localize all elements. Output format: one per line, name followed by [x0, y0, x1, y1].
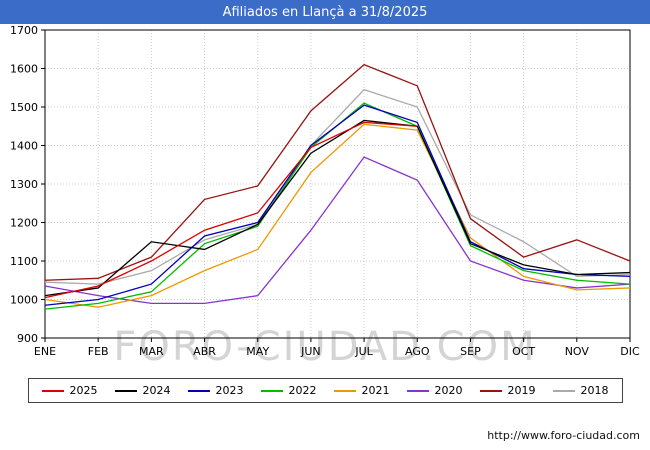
chart-legend: 2025 2024 2023 2022 2021 2020 2019 2018 — [27, 378, 623, 403]
series-line-2024 — [44, 119, 631, 297]
y-tick-label: 1300 — [10, 178, 38, 191]
axes: 900 1000 1100 1200 1300 1400 1500 1600 1700 ENE FE… — [10, 24, 640, 358]
site-url-link[interactable]: http://www.foro-ciudad.com — [487, 429, 640, 442]
series-line-2020 — [44, 156, 631, 305]
x-tick-label: NOV — [565, 345, 590, 358]
y-tick-label: 1000 — [10, 294, 38, 307]
legend-swatch-2019 — [479, 389, 502, 392]
legend-label: 2020 — [434, 384, 463, 397]
legend-swatch-2024 — [114, 389, 137, 392]
series-line-2021 — [44, 123, 631, 308]
legend-item-2019: 2019 — [479, 384, 536, 397]
legend-swatch-2023 — [187, 389, 210, 392]
legend-swatch-2021 — [333, 389, 356, 392]
legend-label: 2022 — [288, 384, 317, 397]
series-line-2019 — [44, 63, 631, 281]
legend-label: 2025 — [69, 384, 98, 397]
y-tick-label: 1200 — [10, 217, 38, 230]
grid-lines — [45, 30, 630, 338]
legend-label: 2018 — [580, 384, 609, 397]
y-tick-label: 1100 — [10, 255, 38, 268]
series-line-2022 — [44, 102, 631, 310]
legend-item-2018: 2018 — [552, 384, 609, 397]
series-line-2018 — [44, 88, 631, 285]
y-tick-label: 1400 — [10, 140, 38, 153]
legend-swatch-2020 — [406, 389, 429, 392]
legend-swatch-2022 — [260, 389, 283, 392]
legend-row: 2025 2024 2023 2022 2021 2020 2019 2018 — [0, 378, 650, 403]
x-tick-label: FEB — [88, 345, 109, 358]
x-tick-label: JUN — [300, 345, 321, 358]
legend-item-2020: 2020 — [406, 384, 463, 397]
x-tick-label: ABR — [193, 345, 216, 358]
plot-border — [44, 29, 631, 339]
x-tick-label: SEP — [460, 345, 481, 358]
series-lines — [44, 63, 631, 310]
y-tick-label: 1500 — [10, 101, 38, 114]
y-tick-label: 1700 — [10, 24, 38, 37]
y-tick-label: 1600 — [10, 63, 38, 76]
x-tick-label: OCT — [512, 345, 535, 358]
x-tick-label: MAR — [139, 345, 164, 358]
legend-swatch-2025 — [41, 389, 64, 392]
legend-label: 2023 — [215, 384, 244, 397]
legend-label: 2019 — [507, 384, 536, 397]
legend-item-2024: 2024 — [114, 384, 171, 397]
legend-label: 2021 — [361, 384, 390, 397]
x-tick-label: DIC — [620, 345, 640, 358]
legend-item-2023: 2023 — [187, 384, 244, 397]
legend-swatch-2018 — [552, 389, 575, 392]
title-bar: Afiliados en Llançà a 31/8/2025 — [0, 0, 650, 24]
affiliates-line-chart: 900 1000 1100 1200 1300 1400 1500 1600 1700 ENE FE… — [10, 24, 640, 358]
series-line-2025 — [44, 121, 418, 299]
x-tick-label: MAY — [246, 345, 269, 358]
x-tick-label: JUL — [354, 345, 373, 358]
y-tick-label: 900 — [17, 332, 38, 345]
legend-item-2025: 2025 — [41, 384, 98, 397]
legend-item-2021: 2021 — [333, 384, 390, 397]
legend-item-2022: 2022 — [260, 384, 317, 397]
x-tick-label: ENE — [34, 345, 56, 358]
page-title: Afiliados en Llançà a 31/8/2025 — [222, 4, 428, 20]
legend-label: 2024 — [142, 384, 171, 397]
series-line-2023 — [44, 104, 631, 306]
watermark: FORO-CIUDAD.COM — [113, 324, 537, 370]
x-tick-label: AGO — [405, 345, 430, 358]
